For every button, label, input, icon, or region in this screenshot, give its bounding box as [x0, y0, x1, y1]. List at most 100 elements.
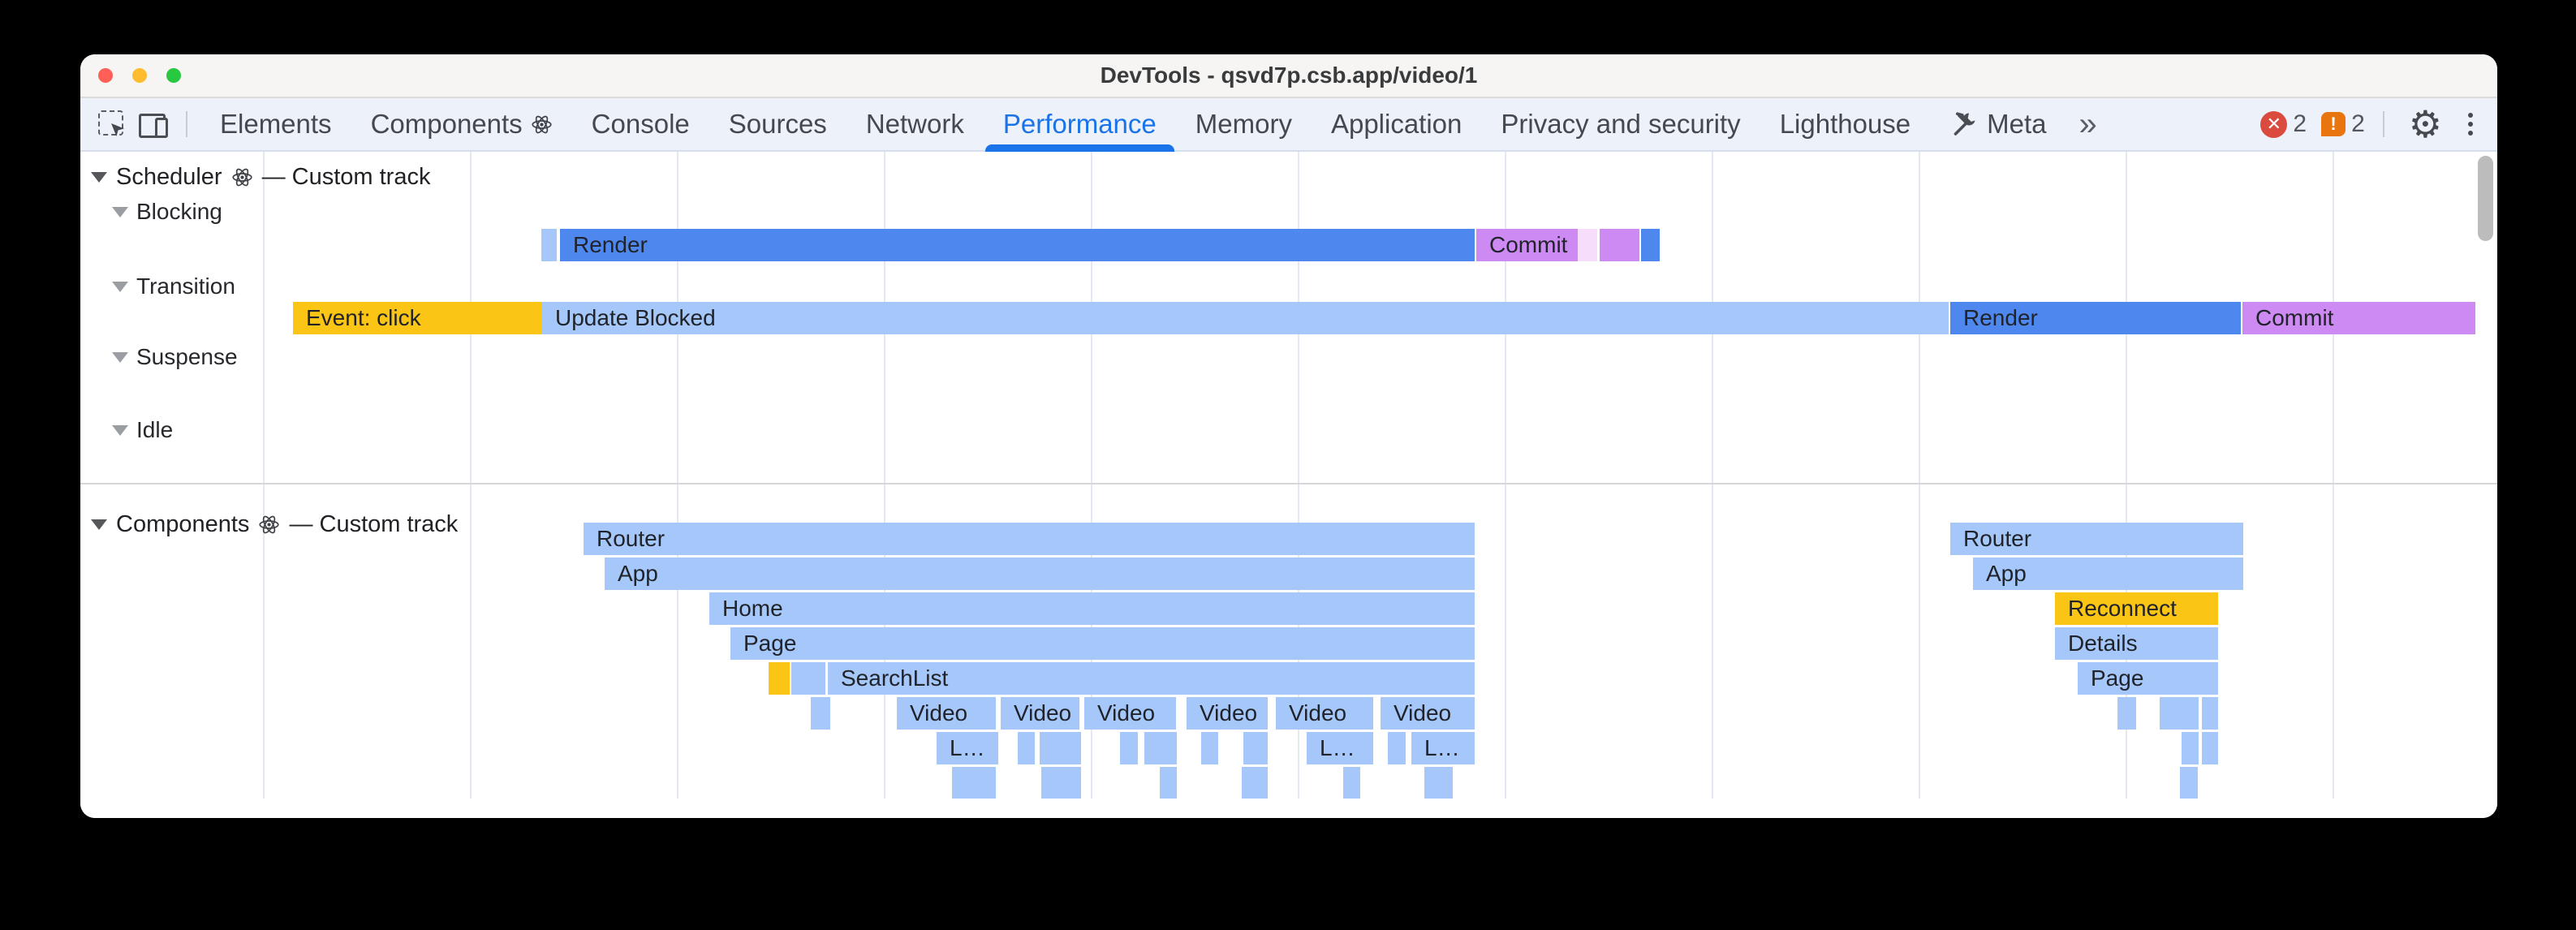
tab-elements[interactable]: Elements [220, 109, 332, 139]
minimize-window-button[interactable] [132, 68, 147, 83]
close-window-button[interactable] [98, 68, 113, 83]
component-event-page[interactable]: Page [730, 627, 1475, 660]
scheduler-event-segment[interactable] [1641, 229, 1660, 261]
react-atom-icon [259, 515, 280, 533]
component-event-segment[interactable] [952, 767, 996, 799]
component-event-segment[interactable] [2202, 732, 2218, 764]
lane-idle[interactable]: Idle [112, 415, 173, 446]
component-event-segment[interactable] [1160, 767, 1177, 799]
lane-suspense[interactable]: Suspense [112, 342, 238, 372]
react-atom-icon [532, 115, 552, 133]
collapse-triangle-icon[interactable] [91, 519, 107, 530]
component-event-segment[interactable] [1242, 767, 1268, 799]
component-event-l[interactable]: L… [1307, 732, 1373, 764]
scheduler-event-segment[interactable] [541, 229, 557, 261]
component-event-segment[interactable] [1018, 732, 1035, 764]
components-track-header[interactable]: Components — Custom track [91, 509, 458, 540]
vertical-scrollbar-thumb[interactable] [2478, 156, 2493, 241]
collapse-triangle-icon[interactable] [112, 206, 128, 217]
component-event-segment[interactable] [1040, 732, 1081, 764]
component-event-segment[interactable] [2117, 697, 2136, 730]
component-event-l[interactable]: L… [1411, 732, 1475, 764]
toolbar-separator [2382, 111, 2384, 137]
component-event-router[interactable]: Router [1950, 523, 2243, 555]
gridline [2126, 152, 2127, 799]
component-event-app[interactable]: App [605, 558, 1475, 590]
component-event-video[interactable]: Video [1187, 697, 1268, 730]
component-event-app[interactable]: App [1973, 558, 2243, 590]
component-event-segment[interactable] [791, 662, 825, 695]
more-tabs-icon[interactable]: » [2078, 105, 2097, 142]
device-toolbar-icon[interactable] [136, 107, 170, 141]
zoom-window-button[interactable] [166, 68, 181, 83]
track-subtitle: — Custom track [261, 163, 431, 190]
track-divider [80, 483, 2497, 484]
component-event-segment[interactable] [769, 662, 790, 695]
component-event-details[interactable]: Details [2055, 627, 2218, 660]
component-event-video[interactable]: Video [1001, 697, 1079, 730]
tab-memory[interactable]: Memory [1195, 109, 1292, 139]
tab-components[interactable]: Components [351, 98, 572, 150]
component-event-segment[interactable] [2182, 732, 2199, 764]
tab-sources[interactable]: Sources [728, 109, 827, 139]
gridline [1712, 152, 1713, 799]
component-event-segment[interactable] [1041, 767, 1081, 799]
inspect-element-icon[interactable] [95, 107, 129, 141]
scheduler-event-update-blocked[interactable]: Update Blocked [542, 302, 1949, 334]
component-event-segment[interactable] [1201, 732, 1218, 764]
tab-network[interactable]: Network [865, 109, 964, 139]
component-event-reconnect[interactable]: Reconnect [2055, 592, 2218, 625]
component-event-segment[interactable] [2180, 767, 2198, 799]
scheduler-event-commit[interactable]: Commit [1476, 229, 1578, 261]
scheduler-event-segment[interactable] [1578, 229, 1597, 261]
scheduler-track-header[interactable]: Scheduler — Custom track [91, 161, 430, 192]
component-event-segment[interactable] [1243, 732, 1268, 764]
component-event-segment[interactable] [1388, 732, 1406, 764]
flame-chart[interactable]: Scheduler — Custom track Blocking Transi… [80, 152, 2497, 799]
collapse-triangle-icon[interactable] [112, 281, 128, 292]
component-event-home[interactable]: Home [709, 592, 1475, 625]
component-event-searchlist[interactable]: SearchList [828, 662, 1475, 695]
tab-performance[interactable]: Performance [984, 98, 1176, 152]
lane-transition[interactable]: Transition [112, 271, 235, 302]
tab-console[interactable]: Console [591, 109, 690, 139]
scheduler-event-render[interactable]: Render [1950, 302, 2241, 334]
toolbar-separator [186, 111, 187, 137]
active-tab-underline [984, 144, 1174, 152]
component-event-segment[interactable] [2202, 697, 2218, 730]
tab-meta[interactable]: Meta [1930, 98, 2066, 150]
component-event-segment[interactable] [1120, 732, 1138, 764]
lane-blocking[interactable]: Blocking [112, 196, 222, 227]
tab-lighthouse[interactable]: Lighthouse [1779, 109, 1911, 139]
component-event-video[interactable]: Video [1084, 697, 1176, 730]
component-event-video[interactable]: Video [1381, 697, 1475, 730]
kebab-menu-icon[interactable] [2465, 110, 2476, 139]
settings-gear-icon[interactable]: ⚙ [2408, 103, 2442, 145]
toolbar-right: ✕ 2 ! 2 ⚙ [2260, 105, 2476, 143]
component-event-video[interactable]: Video [897, 697, 996, 730]
error-badge-icon[interactable]: ✕ [2260, 110, 2288, 138]
warning-badge-icon[interactable]: ! [2321, 112, 2346, 136]
tab-application[interactable]: Application [1330, 109, 1462, 139]
scheduler-event-event-click[interactable]: Event: click [293, 302, 542, 334]
collapse-triangle-icon[interactable] [112, 351, 128, 363]
tools-icon [1954, 112, 1975, 136]
scheduler-event-segment[interactable] [1600, 229, 1639, 261]
scheduler-event-commit[interactable]: Commit [2242, 302, 2475, 334]
component-event-video[interactable]: Video [1276, 697, 1373, 730]
gridline [2333, 152, 2334, 799]
component-event-l[interactable]: L… [937, 732, 998, 764]
component-event-router[interactable]: Router [584, 523, 1475, 555]
scheduler-event-render[interactable]: Render [560, 229, 1475, 261]
collapse-triangle-icon[interactable] [112, 424, 128, 436]
component-event-segment[interactable] [1343, 767, 1360, 799]
tab-privacy-and-security[interactable]: Privacy and security [1501, 109, 1741, 139]
component-event-segment[interactable] [811, 697, 830, 730]
titlebar: DevTools - qsvd7p.csb.app/video/1 [80, 54, 2497, 98]
component-event-segment[interactable] [1144, 732, 1177, 764]
component-event-page[interactable]: Page [2078, 662, 2218, 695]
component-event-segment[interactable] [1424, 767, 1453, 799]
collapse-triangle-icon[interactable] [91, 171, 107, 183]
track-subtitle: — Custom track [289, 510, 459, 537]
component-event-segment[interactable] [2160, 697, 2199, 730]
